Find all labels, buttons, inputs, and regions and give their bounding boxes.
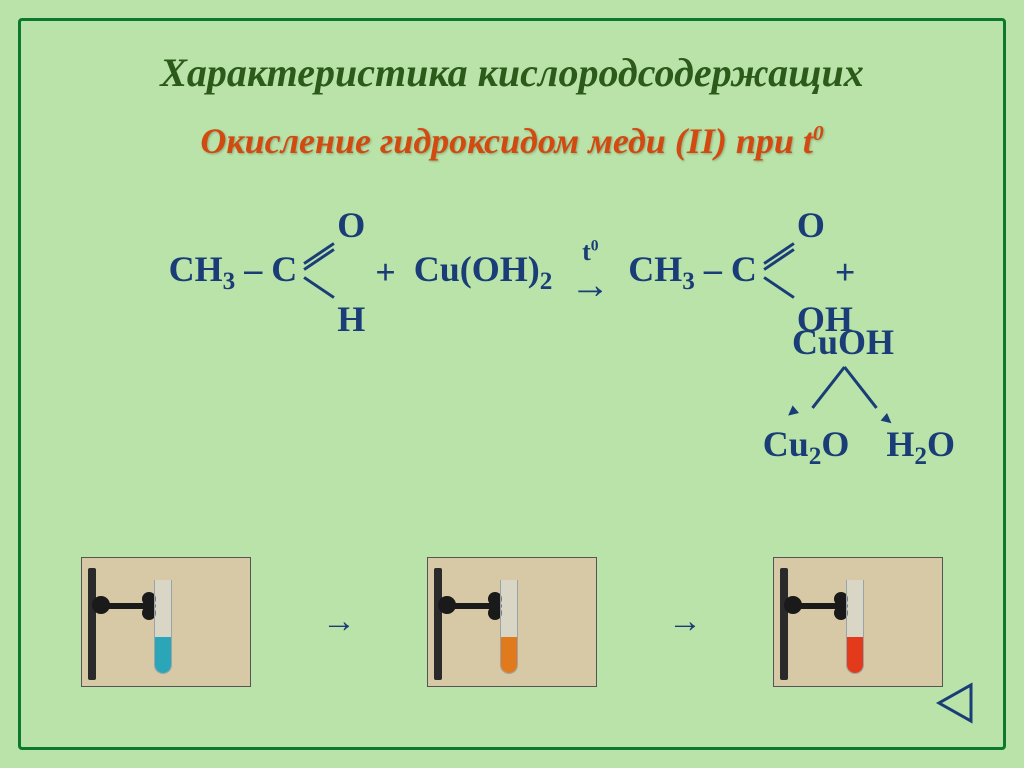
arrow-icon: → (570, 261, 610, 308)
photo-step-1 (81, 557, 251, 687)
molecule-branch: O H (297, 222, 357, 322)
decomposition-arrows (773, 367, 913, 427)
photo-step-3 (773, 557, 943, 687)
reagent-cuoh2: Cu(OH)2 (414, 248, 553, 296)
reagent-acetaldehyde: CH3 – C O H (169, 222, 358, 322)
page-title: Характеристика кислородсодержащих (51, 49, 973, 96)
atom-h: H (337, 298, 365, 340)
test-tube (500, 580, 518, 674)
slide: Характеристика кислородсодержащих Окисле… (0, 0, 1024, 768)
clamp (438, 596, 500, 616)
plus-sign: + (835, 251, 856, 293)
clamp (784, 596, 846, 616)
clamp (92, 596, 154, 616)
intermediate-label: CuOH (773, 321, 913, 363)
liquid (155, 637, 171, 673)
single-bond (763, 276, 795, 299)
sequence-arrow: → (322, 603, 356, 641)
product-acetic-acid: CH3 – C O OH (628, 222, 817, 322)
molecule-branch: O OH (757, 222, 817, 322)
liquid (501, 637, 517, 673)
chemical-equation: CH3 – C O H + Cu(OH)2 t0 → CH3 – C (51, 222, 973, 322)
subtitle: Окисление гидроксидом меди (II) при t0 (51, 120, 973, 162)
reaction-arrow: t0 → (570, 237, 610, 308)
product-h2o: H2O (886, 424, 955, 464)
retort-stand (434, 568, 442, 680)
product-cu2o: Cu2O (763, 424, 850, 464)
liquid (847, 637, 863, 673)
test-tube (846, 580, 864, 674)
final-products: Cu2O H2O (763, 423, 955, 471)
plus-sign: + (375, 251, 396, 293)
back-triangle-icon[interactable] (933, 681, 977, 725)
atom-o: O (797, 204, 825, 246)
slide-frame: Характеристика кислородсодержащих Окисле… (18, 18, 1006, 750)
photo-step-2 (427, 557, 597, 687)
retort-stand (88, 568, 96, 680)
atom-o: O (337, 204, 365, 246)
single-bond (303, 276, 335, 299)
sequence-arrow: → (668, 603, 702, 641)
intermediate-cuoh: CuOH (773, 321, 913, 427)
molecule-chain: CH3 – C (169, 248, 298, 296)
test-tube (154, 580, 172, 674)
molecule-chain: CH3 – C (628, 248, 757, 296)
experiment-photos: → → (81, 557, 943, 687)
retort-stand (780, 568, 788, 680)
split-arrowheads (773, 367, 913, 427)
